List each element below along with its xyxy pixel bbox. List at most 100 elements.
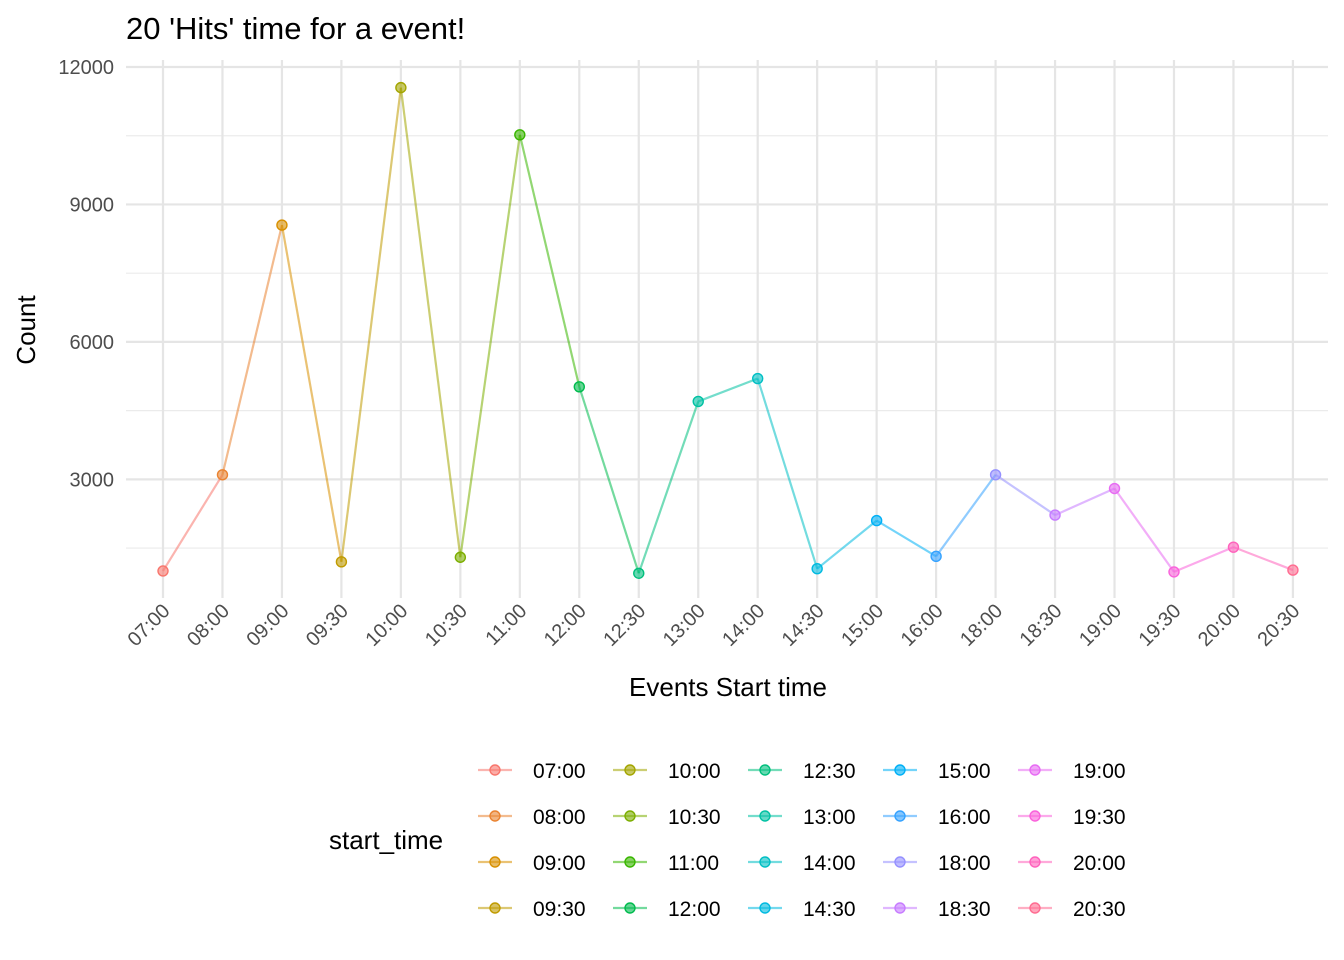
data-point	[335, 556, 348, 568]
legend-item: 18:30	[883, 898, 991, 921]
data-point	[811, 562, 823, 575]
y-axis-title: Count	[11, 295, 41, 365]
legend-item: 08:00	[478, 806, 586, 829]
legend-key-point	[894, 902, 906, 914]
series-line-segment	[340, 87, 402, 562]
legend-label: 07:00	[533, 760, 586, 783]
y-tick-label: 6000	[70, 332, 115, 354]
legend-label: 18:30	[938, 898, 991, 921]
legend-label: 18:00	[938, 852, 991, 875]
series-line-segment	[578, 386, 640, 574]
legend-label: 20:00	[1073, 852, 1126, 875]
legend-key-point	[759, 764, 771, 776]
x-tick-label: 10:30	[421, 600, 472, 651]
x-tick-label: 18:30	[1016, 600, 1067, 651]
legend-item: 20:30	[1018, 898, 1126, 921]
x-tick-label: 10:00	[361, 600, 412, 651]
data-point	[1049, 509, 1061, 521]
legend-item: 14:00	[748, 852, 856, 875]
x-tick-label: 13:00	[659, 600, 710, 651]
legend-label: 08:00	[533, 806, 586, 829]
data-point	[692, 395, 704, 408]
series-line-segment	[1054, 487, 1115, 517]
legend-key-point	[1029, 810, 1041, 822]
y-tick-label: 9000	[70, 194, 115, 216]
data-point	[752, 372, 764, 385]
legend-key-point	[489, 764, 501, 776]
data-point	[1108, 482, 1121, 495]
data-point	[1168, 566, 1180, 578]
legend-label: 19:30	[1073, 806, 1126, 829]
legend-label: 11:00	[668, 852, 719, 875]
legend-item: 10:00	[613, 760, 721, 783]
legend-key-point	[489, 902, 501, 914]
legend-item: 09:00	[478, 852, 586, 875]
legend-label: 12:00	[668, 898, 721, 921]
x-tick-label: 20:30	[1254, 600, 1305, 651]
legend-label: 15:00	[938, 760, 991, 783]
legend-label: 13:00	[803, 806, 856, 829]
legend-title: start_time	[329, 825, 443, 855]
legend-key-point	[759, 856, 771, 868]
series-line-segment	[1173, 546, 1234, 573]
x-tick-label: 15:00	[837, 600, 888, 651]
data-point	[573, 381, 585, 393]
legend-item: 19:30	[1018, 806, 1126, 829]
x-tick-label: 07:00	[124, 600, 175, 651]
legend-item: 13:00	[748, 806, 856, 829]
series-line-segment	[935, 474, 997, 557]
x-tick-label: 14:30	[778, 600, 829, 651]
series-line-segment	[459, 134, 521, 558]
y-axis-ticks: 3000 6000 9000 12000	[58, 57, 114, 491]
data-point	[633, 567, 645, 579]
data-point	[454, 551, 467, 563]
series-line-segment	[876, 519, 937, 558]
legend-label: 09:00	[533, 852, 586, 875]
series-line-segment	[697, 377, 759, 403]
legend-item: 12:30	[748, 760, 856, 783]
x-tick-label: 19:30	[1135, 600, 1186, 651]
x-tick-label: 16:00	[897, 600, 948, 651]
legend-item: 15:00	[883, 760, 991, 783]
x-axis-ticks: 07:00 08:00 09:00 09:30 10:00 10:30 11:00 12:00…	[124, 600, 1305, 651]
x-tick-label: 12:00	[540, 600, 591, 651]
chart-title: 20 'Hits' time for a event!	[126, 11, 465, 46]
legend-item: 14:30	[748, 898, 856, 921]
legend: 07:00 08:00 09:00 09:30 10:00 10:30 11:00 12:00…	[478, 760, 1126, 921]
series-points	[157, 81, 1299, 579]
x-axis-title: Events Start time	[629, 672, 827, 702]
series-line-segment	[280, 224, 343, 563]
legend-item: 20:00	[1018, 852, 1126, 875]
data-point	[989, 469, 1002, 481]
legend-item: 09:30	[478, 898, 586, 921]
x-tick-label: 18:00	[956, 600, 1007, 651]
data-point	[157, 565, 169, 577]
legend-label: 12:30	[803, 760, 856, 783]
legend-key-point	[624, 902, 636, 914]
legend-item: 12:00	[613, 898, 721, 921]
series-line-segment	[221, 224, 284, 476]
legend-label: 14:00	[803, 852, 856, 875]
legend-key-point	[1029, 856, 1041, 868]
legend-label: 20:30	[1073, 898, 1126, 921]
series-line-segment	[816, 519, 878, 570]
x-tick-label: 09:00	[243, 600, 294, 651]
legend-key-point	[1029, 764, 1041, 776]
data-point	[514, 129, 526, 141]
y-tick-label: 12000	[58, 57, 114, 79]
legend-key-point	[1029, 902, 1041, 914]
data-point	[930, 550, 942, 563]
legend-item: 18:00	[883, 852, 991, 875]
series-line-segment	[756, 378, 819, 570]
x-tick-label: 19:00	[1075, 600, 1126, 651]
series-line-segment	[1113, 487, 1175, 573]
data-point	[1227, 541, 1240, 553]
x-tick-label: 14:00	[718, 600, 769, 651]
x-tick-label: 12:30	[599, 600, 650, 651]
legend-label: 10:00	[668, 760, 721, 783]
legend-key-point	[759, 810, 771, 822]
x-tick-label: 20:00	[1194, 600, 1245, 651]
data-point	[395, 81, 407, 94]
data-point	[276, 219, 288, 231]
